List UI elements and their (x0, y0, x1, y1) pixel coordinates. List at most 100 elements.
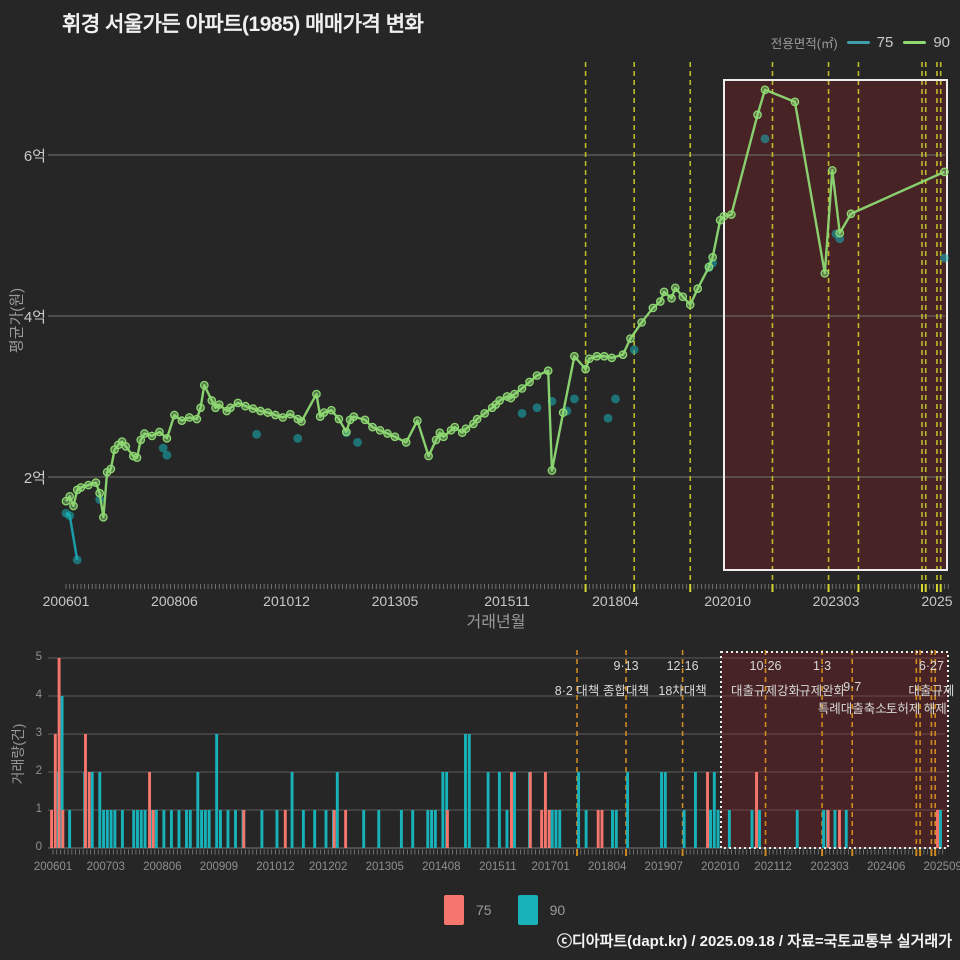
price-point-90[interactable] (659, 287, 669, 297)
price-point-90[interactable] (106, 464, 116, 474)
price-point-90[interactable] (297, 417, 306, 426)
price-point-75[interactable] (252, 429, 262, 439)
price-point-90[interactable] (753, 110, 762, 120)
price-point-90[interactable] (581, 364, 590, 374)
volume-bar-90[interactable] (324, 810, 328, 848)
volume-bar-90[interactable] (513, 772, 516, 848)
volume-bar-90[interactable] (102, 810, 106, 848)
price-point-90[interactable] (543, 366, 553, 376)
volume-bar-75[interactable] (547, 810, 551, 848)
price-point-90[interactable] (693, 284, 703, 293)
price-point-90[interactable] (185, 413, 194, 422)
price-point-75[interactable] (293, 433, 303, 443)
volume-bar-75[interactable] (61, 810, 65, 848)
volume-bar-90[interactable] (663, 772, 667, 848)
volume-bar-75[interactable] (445, 810, 449, 848)
price-point-90[interactable] (368, 422, 377, 432)
volume-bar-90[interactable] (203, 810, 207, 848)
volume-bar-90[interactable] (169, 810, 173, 848)
price-point-75[interactable] (162, 450, 172, 460)
volume-bar-90[interactable] (550, 810, 554, 848)
price-point-90[interactable] (626, 334, 635, 343)
price-point-90[interactable] (940, 167, 949, 177)
price-point-90[interactable] (655, 297, 665, 306)
price-point-90[interactable] (592, 351, 602, 361)
volume-bar-90[interactable] (177, 810, 181, 848)
volume-bar-75[interactable] (540, 810, 544, 848)
volume-bar-75[interactable] (826, 810, 830, 848)
volume-bar-75[interactable] (543, 772, 547, 848)
price-point-90[interactable] (192, 414, 202, 424)
price-point-90[interactable] (241, 401, 250, 411)
price-point-90[interactable] (480, 409, 490, 418)
price-point-75[interactable] (629, 345, 639, 355)
price-point-90[interactable] (495, 396, 504, 405)
volume-bar-90[interactable] (162, 810, 166, 848)
volume-bar-90[interactable] (207, 810, 211, 848)
volume-bar-90[interactable] (844, 810, 848, 848)
price-point-90[interactable] (517, 384, 527, 393)
volume-bar-90[interactable] (105, 810, 109, 848)
price-point-90[interactable] (312, 389, 321, 399)
volume-bar-90[interactable] (505, 810, 509, 848)
price-point-75[interactable] (517, 409, 527, 418)
volume-bar-90[interactable] (226, 810, 230, 848)
volume-bar-90[interactable] (98, 772, 102, 848)
price-point-90[interactable] (450, 422, 460, 432)
volume-bar-90[interactable] (313, 810, 317, 848)
volume-bar-75[interactable] (510, 772, 513, 848)
volume-bar-90[interactable] (68, 810, 72, 848)
volume-bar-90[interactable] (750, 810, 754, 848)
legend-item-90[interactable]: 90 (903, 34, 950, 51)
volume-bar-90[interactable] (196, 772, 200, 848)
price-point-90[interactable] (285, 409, 295, 419)
volume-bar-90[interactable] (626, 772, 630, 848)
volume-bar-90[interactable] (464, 734, 467, 848)
price-point-90[interactable] (846, 209, 856, 219)
volume-bar-75[interactable] (755, 772, 758, 848)
volume-bar-75[interactable] (344, 810, 348, 848)
price-point-90[interactable] (226, 403, 235, 413)
volume-bar-90[interactable] (467, 734, 471, 848)
volume-bar-90[interactable] (441, 772, 445, 848)
volume-bar-90[interactable] (716, 810, 720, 848)
volume-bar-90[interactable] (611, 810, 614, 848)
price-point-90[interactable] (162, 434, 172, 443)
price-point-90[interactable] (375, 425, 385, 435)
volume-bar-90[interactable] (136, 810, 139, 848)
volume-bar-75[interactable] (87, 772, 91, 848)
price-point-75[interactable] (353, 437, 362, 447)
volume-bar-90[interactable] (260, 810, 264, 848)
volume-bar-90[interactable] (694, 772, 697, 848)
price-point-90[interactable] (76, 483, 86, 492)
volume-bar-90[interactable] (712, 772, 716, 848)
volume-bar-90[interactable] (426, 810, 430, 848)
price-point-90[interactable] (637, 318, 647, 327)
price-point-90[interactable] (270, 410, 280, 420)
volume-bar-90[interactable] (143, 810, 147, 848)
volume-bar-90[interactable] (132, 810, 136, 848)
price-point-90[interactable] (334, 414, 344, 424)
volume-bar-90[interactable] (90, 772, 94, 848)
price-point-90[interactable] (525, 377, 534, 387)
price-point-90[interactable] (618, 350, 628, 359)
price-point-90[interactable] (147, 431, 157, 441)
volume-bar-90[interactable] (584, 810, 588, 848)
price-point-75[interactable] (158, 443, 168, 453)
price-point-90[interactable] (132, 453, 142, 463)
price-point-90[interactable] (667, 293, 676, 303)
price-point-90[interactable] (207, 396, 217, 405)
price-point-90[interactable] (835, 228, 845, 238)
volume-bar-90[interactable] (577, 772, 581, 848)
price-point-90[interactable] (461, 424, 471, 434)
price-point-90[interactable] (558, 408, 568, 417)
price-point-90[interactable] (790, 97, 800, 107)
price-point-75[interactable] (603, 413, 613, 423)
volume-bar-90[interactable] (275, 810, 279, 848)
volume-bar-90[interactable] (614, 810, 618, 848)
price-point-90[interactable] (413, 416, 422, 425)
price-point-90[interactable] (121, 442, 131, 451)
volume-bar-90[interactable] (758, 810, 761, 848)
price-point-90[interactable] (685, 300, 695, 310)
price-point-90[interactable] (439, 432, 448, 442)
